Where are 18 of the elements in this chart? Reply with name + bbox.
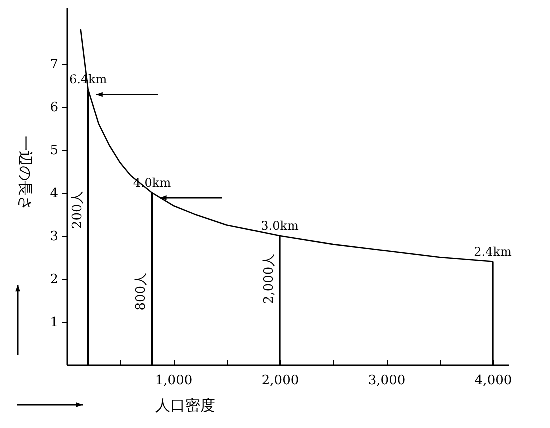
y-axis-title: 一辺の長さ bbox=[16, 136, 34, 211]
x-tick-label: 4,000 bbox=[474, 374, 512, 388]
y-tick-label: 4 bbox=[50, 186, 58, 202]
y-tick-label: 1 bbox=[50, 315, 58, 330]
data-label: 3.0km bbox=[261, 218, 300, 233]
annotation: 200人 bbox=[70, 191, 86, 230]
y-tick-label: 2 bbox=[50, 272, 58, 288]
x-axis-title: 人口密度 bbox=[156, 396, 216, 414]
x-tick-label: 2,000 bbox=[262, 374, 300, 388]
y-tick-label: 3 bbox=[50, 229, 58, 244]
annotation: 800人 bbox=[134, 272, 150, 311]
annotation: 2,000人 bbox=[262, 254, 278, 304]
y-tick-label: 6 bbox=[50, 100, 58, 116]
y-tick-label: 7 bbox=[50, 57, 58, 72]
x-tick-label: 3,000 bbox=[368, 374, 406, 388]
y-tick-label: 5 bbox=[50, 143, 58, 158]
data-label: 2.4km bbox=[474, 244, 513, 259]
x-tick-label: 1,000 bbox=[155, 374, 193, 388]
